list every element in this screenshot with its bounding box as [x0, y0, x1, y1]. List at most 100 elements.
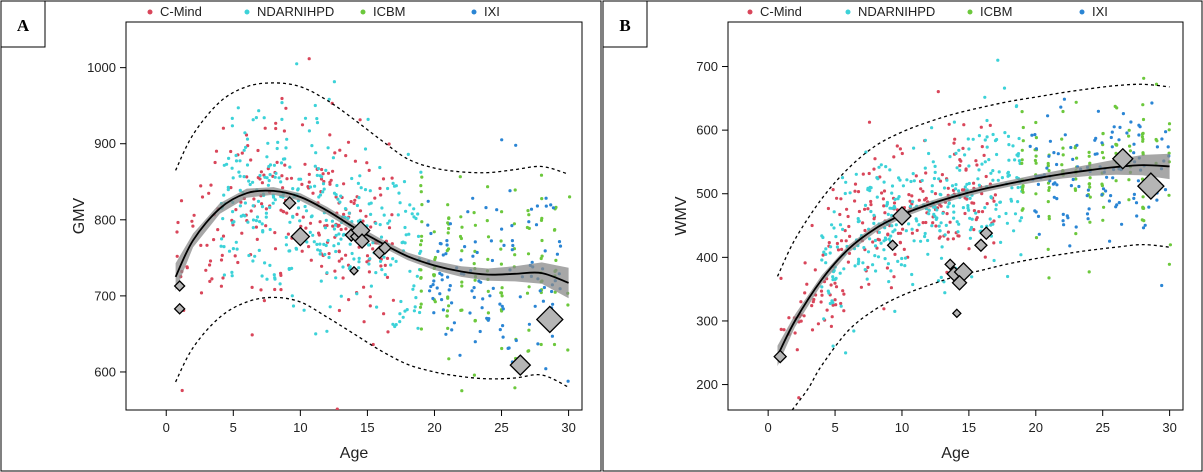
- x-tick-label: 30: [1162, 420, 1176, 435]
- scatter-point: [446, 326, 450, 330]
- scatter-point: [991, 169, 995, 173]
- scatter-point: [967, 247, 971, 251]
- scatter-point: [923, 198, 927, 202]
- scatter-point: [1109, 194, 1113, 198]
- scatter-point: [944, 223, 948, 227]
- scatter-point: [420, 203, 424, 207]
- scatter-point: [1101, 132, 1105, 136]
- scatter-point: [540, 197, 544, 201]
- scatter-point: [285, 211, 289, 215]
- scatter-point: [369, 225, 373, 229]
- scatter-point: [968, 236, 972, 240]
- scatter-point: [938, 192, 942, 196]
- scatter-point: [1045, 166, 1049, 170]
- scatter-point: [412, 284, 416, 288]
- scatter-point: [1007, 143, 1011, 147]
- scatter-point: [445, 314, 449, 318]
- legend-label: C-Mind: [160, 4, 202, 19]
- scatter-point: [829, 283, 833, 287]
- scatter-point: [539, 218, 544, 222]
- scatter-point: [1034, 161, 1038, 165]
- scatter-point: [245, 163, 250, 167]
- scatter-point: [419, 327, 423, 331]
- scatter-point: [447, 357, 451, 361]
- scatter-point: [892, 204, 896, 209]
- scatter-point: [958, 158, 962, 162]
- scatter-point: [1102, 156, 1106, 160]
- scatter-point: [839, 304, 843, 308]
- scatter-point: [920, 178, 924, 183]
- scatter-point: [337, 232, 341, 236]
- scatter-point: [230, 116, 234, 120]
- scatter-point: [1061, 219, 1065, 223]
- scatter-point: [830, 223, 834, 227]
- scatter-point: [1115, 106, 1119, 110]
- scatter-point: [272, 273, 276, 277]
- scatter-point: [530, 260, 534, 264]
- scatter-point: [1055, 162, 1059, 167]
- scatter-point: [813, 268, 817, 272]
- scatter-point: [889, 269, 893, 273]
- scatter-point: [971, 137, 975, 141]
- scatter-point: [279, 273, 283, 277]
- scatter-point: [834, 235, 838, 239]
- legend-dot: [360, 9, 366, 15]
- scatter-point: [974, 218, 978, 222]
- scatter-point: [845, 207, 849, 211]
- scatter-point: [1060, 137, 1064, 141]
- scatter-point: [911, 282, 915, 287]
- scatter-point: [803, 261, 807, 265]
- scatter-point: [892, 201, 897, 205]
- legend-item-ndarnihpd: NDARNIHPD: [845, 4, 935, 19]
- scatter-point: [787, 316, 791, 320]
- scatter-point: [908, 204, 913, 208]
- x-tick-label: 25: [494, 420, 508, 435]
- scatter-point: [335, 407, 339, 410]
- scatter-point: [1120, 222, 1124, 226]
- scatter-point: [234, 240, 238, 244]
- scatter-point: [446, 203, 450, 207]
- scatter-point: [310, 144, 314, 148]
- scatter-point: [932, 212, 936, 216]
- scatter-point: [890, 184, 895, 188]
- scatter-point: [365, 161, 369, 165]
- scatter-point: [831, 188, 835, 192]
- scatter-point: [799, 319, 803, 323]
- scatter-point: [555, 252, 560, 256]
- scatter-point: [540, 254, 544, 258]
- scatter-point: [824, 252, 828, 256]
- scatter-point: [952, 120, 956, 124]
- scatter-point: [566, 379, 570, 383]
- scatter-point: [1020, 208, 1024, 212]
- scatter-point: [373, 196, 377, 200]
- scatter-point: [264, 224, 268, 228]
- scatter-point: [441, 308, 445, 312]
- scatter-point: [866, 265, 870, 269]
- scatter-point: [568, 195, 572, 199]
- scatter-point: [972, 228, 976, 232]
- scatter-point: [510, 239, 514, 243]
- scatter-point: [871, 263, 875, 267]
- scatter-point: [486, 235, 491, 239]
- scatter-point: [308, 185, 313, 189]
- scatter-point: [473, 319, 477, 323]
- scatter-point: [246, 144, 250, 148]
- scatter-point: [921, 189, 925, 193]
- scatter-point: [1105, 175, 1109, 179]
- scatter-point: [1127, 178, 1131, 182]
- scatter-point: [1007, 158, 1011, 162]
- scatter-point: [873, 244, 878, 248]
- scatter-point: [419, 249, 423, 253]
- panel-a: A C-Mind NDARNIHPD ICBM IXI 0 5 10 15 20 25 30 600 70…: [0, 0, 602, 472]
- y-tick-label: 700: [696, 59, 718, 74]
- scatter-point: [923, 166, 927, 170]
- scatter-point: [361, 219, 365, 223]
- scatter-point: [199, 291, 204, 295]
- scatter-point: [212, 238, 216, 242]
- scatter-point: [337, 259, 341, 263]
- scatter-point: [448, 284, 452, 288]
- scatter-point: [513, 188, 517, 192]
- scatter-point: [903, 256, 908, 260]
- scatter-point: [1100, 184, 1104, 188]
- panel-letter: B: [619, 16, 630, 35]
